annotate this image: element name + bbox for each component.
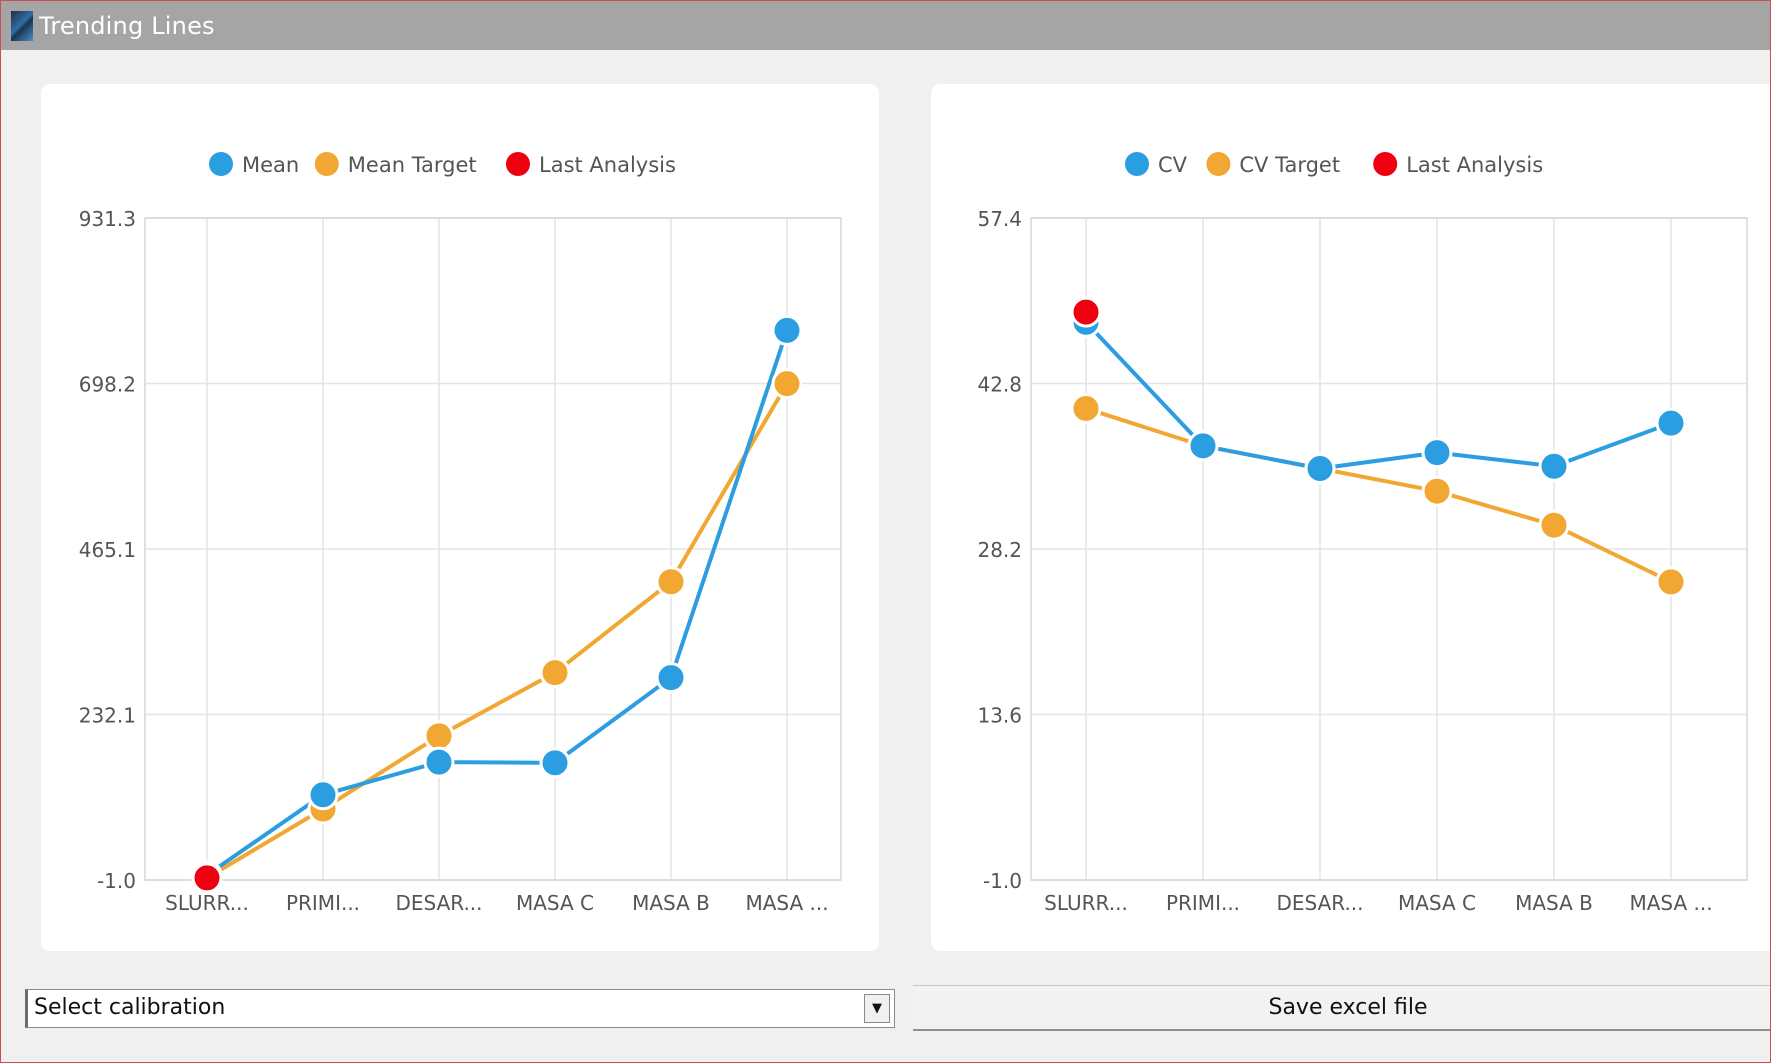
data-point [1304, 453, 1336, 485]
y-tick-label: -1.0 [97, 869, 136, 893]
legend-marker [209, 152, 233, 176]
legend-marker [1373, 152, 1398, 176]
plot-area-frame [1030, 217, 1748, 881]
data-point [1421, 475, 1453, 507]
data-point [1538, 509, 1570, 541]
x-tick-label: MASA B [632, 891, 710, 915]
x-tick-label: MASA C [516, 891, 594, 915]
legend-marker [1206, 152, 1231, 176]
legend-label: CV Target [1239, 153, 1340, 177]
y-tick-label: 57.4 [977, 207, 1022, 231]
cv-chart-panel: 57.4 42.8 28.2 13.6 -1.0 SLURR... PRIMI... DESA… [931, 84, 1770, 951]
legend-label: Last Analysis [539, 153, 676, 177]
calibration-select[interactable]: Select calibration ▼ [25, 989, 895, 1028]
y-tick-label: 232.1 [79, 704, 136, 728]
x-tick-label: PRIMI... [286, 891, 360, 915]
data-point [1655, 407, 1687, 439]
x-tick-label: DESAR... [1276, 891, 1363, 915]
title-bar: Trending Lines [1, 1, 1770, 50]
legend-label: Last Analysis [1406, 153, 1543, 177]
x-tick-label: MASA ... [745, 891, 828, 915]
data-point [307, 779, 339, 811]
mean-chart-panel: 931.3 698.2 465.1 232.1 -1.0 SLURR... PRIMI...… [41, 84, 879, 951]
data-point [655, 662, 687, 694]
series-line [1084, 320, 1672, 471]
y-tick-label: 698.2 [79, 373, 136, 397]
legend-marker [506, 152, 530, 176]
mean-chart: 931.3 698.2 465.1 232.1 -1.0 SLURR... PRIMI...… [79, 152, 842, 915]
legend-label: Mean [242, 153, 299, 177]
y-tick-label: 28.2 [977, 538, 1022, 562]
data-point [423, 720, 455, 752]
data-point [423, 746, 455, 778]
data-point [1187, 430, 1219, 462]
y-tick-label: 931.3 [79, 207, 136, 231]
x-tick-label: PRIMI... [1166, 891, 1240, 915]
app-icon [11, 10, 33, 41]
series-line [1085, 406, 1672, 584]
legend-marker [1125, 152, 1149, 176]
x-tick-label: SLURR... [1044, 891, 1128, 915]
x-tick-label: SLURR... [165, 891, 249, 915]
series-line [205, 329, 789, 877]
calibration-select-value: Select calibration [34, 995, 226, 1020]
x-tick-label: DESAR... [395, 891, 482, 915]
data-point [771, 314, 803, 346]
dropdown-arrow-icon[interactable]: ▼ [864, 994, 890, 1023]
data-point [539, 657, 571, 689]
y-tick-label: 42.8 [977, 373, 1022, 397]
data-point [1421, 437, 1453, 469]
window-title: Trending Lines [39, 11, 215, 40]
save-excel-button[interactable]: Save excel file [913, 985, 1770, 1031]
y-tick-label: 13.6 [977, 704, 1022, 728]
y-tick-label: -1.0 [983, 869, 1022, 893]
data-point [1070, 392, 1102, 424]
data-point [771, 368, 803, 400]
x-tick-label: MASA ... [1629, 891, 1712, 915]
x-tick-label: MASA B [1515, 891, 1593, 915]
data-point [1070, 296, 1102, 328]
y-tick-label: 465.1 [79, 538, 136, 562]
legend-label: Mean Target [348, 153, 477, 177]
legend-label: CV [1158, 153, 1188, 177]
x-tick-label: MASA C [1398, 891, 1476, 915]
data-point [191, 862, 223, 894]
data-point [1655, 566, 1687, 598]
series-line [205, 382, 789, 880]
data-point [1538, 450, 1570, 482]
plot-area-frame [144, 217, 842, 881]
data-point [539, 747, 571, 779]
data-point [655, 566, 687, 598]
legend-marker [314, 152, 339, 176]
cv-chart: 57.4 42.8 28.2 13.6 -1.0 SLURR... PRIMI... DESA… [977, 152, 1748, 915]
